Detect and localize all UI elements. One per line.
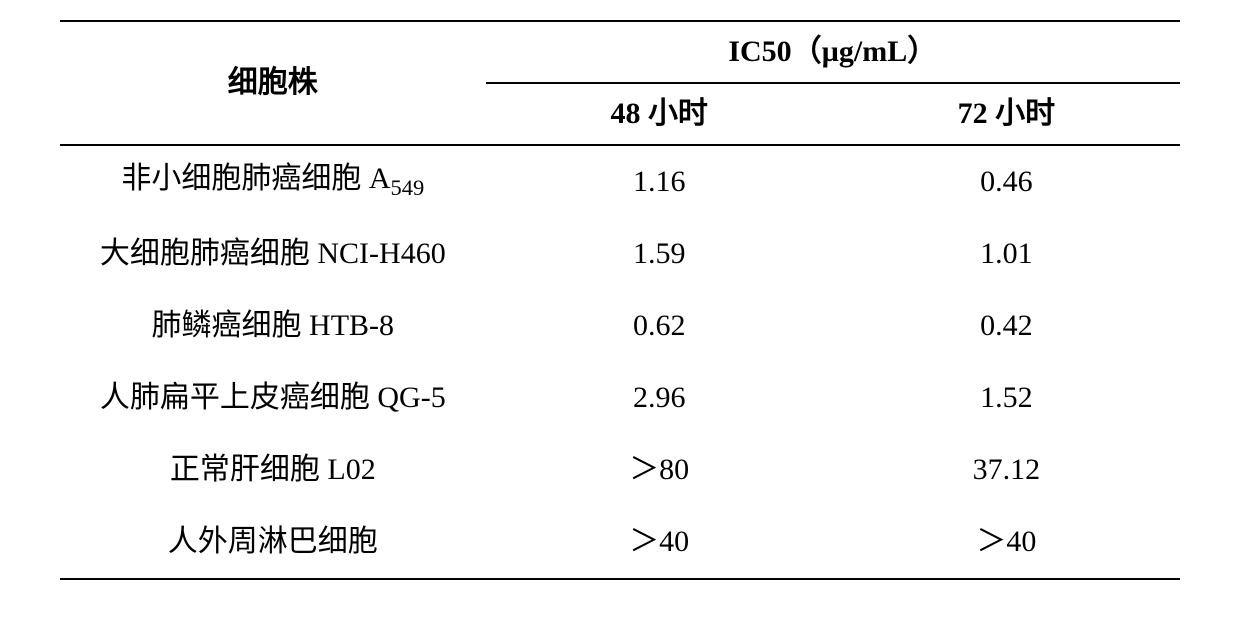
ic50-72h-value: ＞40	[833, 506, 1180, 579]
ic50-table-container: 细胞株 IC50（µg/mL） 48 小时 72 小时 非小细胞肺癌细胞 A54…	[60, 20, 1180, 580]
ic50-48h-value: ＞80	[486, 434, 833, 506]
ic50-72h-value: 1.52	[833, 362, 1180, 434]
header-ic50: IC50（µg/mL）	[486, 21, 1180, 83]
cell-line-label: 大细胞肺癌细胞 NCI-H460	[60, 218, 486, 290]
header-cell-line: 细胞株	[60, 21, 486, 145]
ic50-table: 细胞株 IC50（µg/mL） 48 小时 72 小时 非小细胞肺癌细胞 A54…	[60, 20, 1180, 580]
cell-line-prefix: 非小细胞肺癌细胞 A	[121, 162, 390, 195]
ic50-72h-value: 0.42	[833, 290, 1180, 362]
ic50-72h-value: 1.01	[833, 218, 1180, 290]
ic50-48h-value: ＞40	[486, 506, 833, 579]
cell-line-label: 非小细胞肺癌细胞 A549	[60, 145, 486, 218]
cell-line-subscript: 549	[391, 175, 425, 200]
cell-line-label: 正常肝细胞 L02	[60, 434, 486, 506]
cell-line-label: 人肺扁平上皮癌细胞 QG-5	[60, 362, 486, 434]
ic50-72h-value: 37.12	[833, 434, 1180, 506]
ic50-48h-value: 2.96	[486, 362, 833, 434]
header-72h: 72 小时	[833, 83, 1180, 145]
cell-line-label: 人外周淋巴细胞	[60, 506, 486, 579]
cell-line-label: 肺鳞癌细胞 HTB-8	[60, 290, 486, 362]
ic50-48h-value: 1.16	[486, 145, 833, 218]
header-48h: 48 小时	[486, 83, 833, 145]
ic50-72h-value: 0.46	[833, 145, 1180, 218]
ic50-48h-value: 0.62	[486, 290, 833, 362]
ic50-48h-value: 1.59	[486, 218, 833, 290]
